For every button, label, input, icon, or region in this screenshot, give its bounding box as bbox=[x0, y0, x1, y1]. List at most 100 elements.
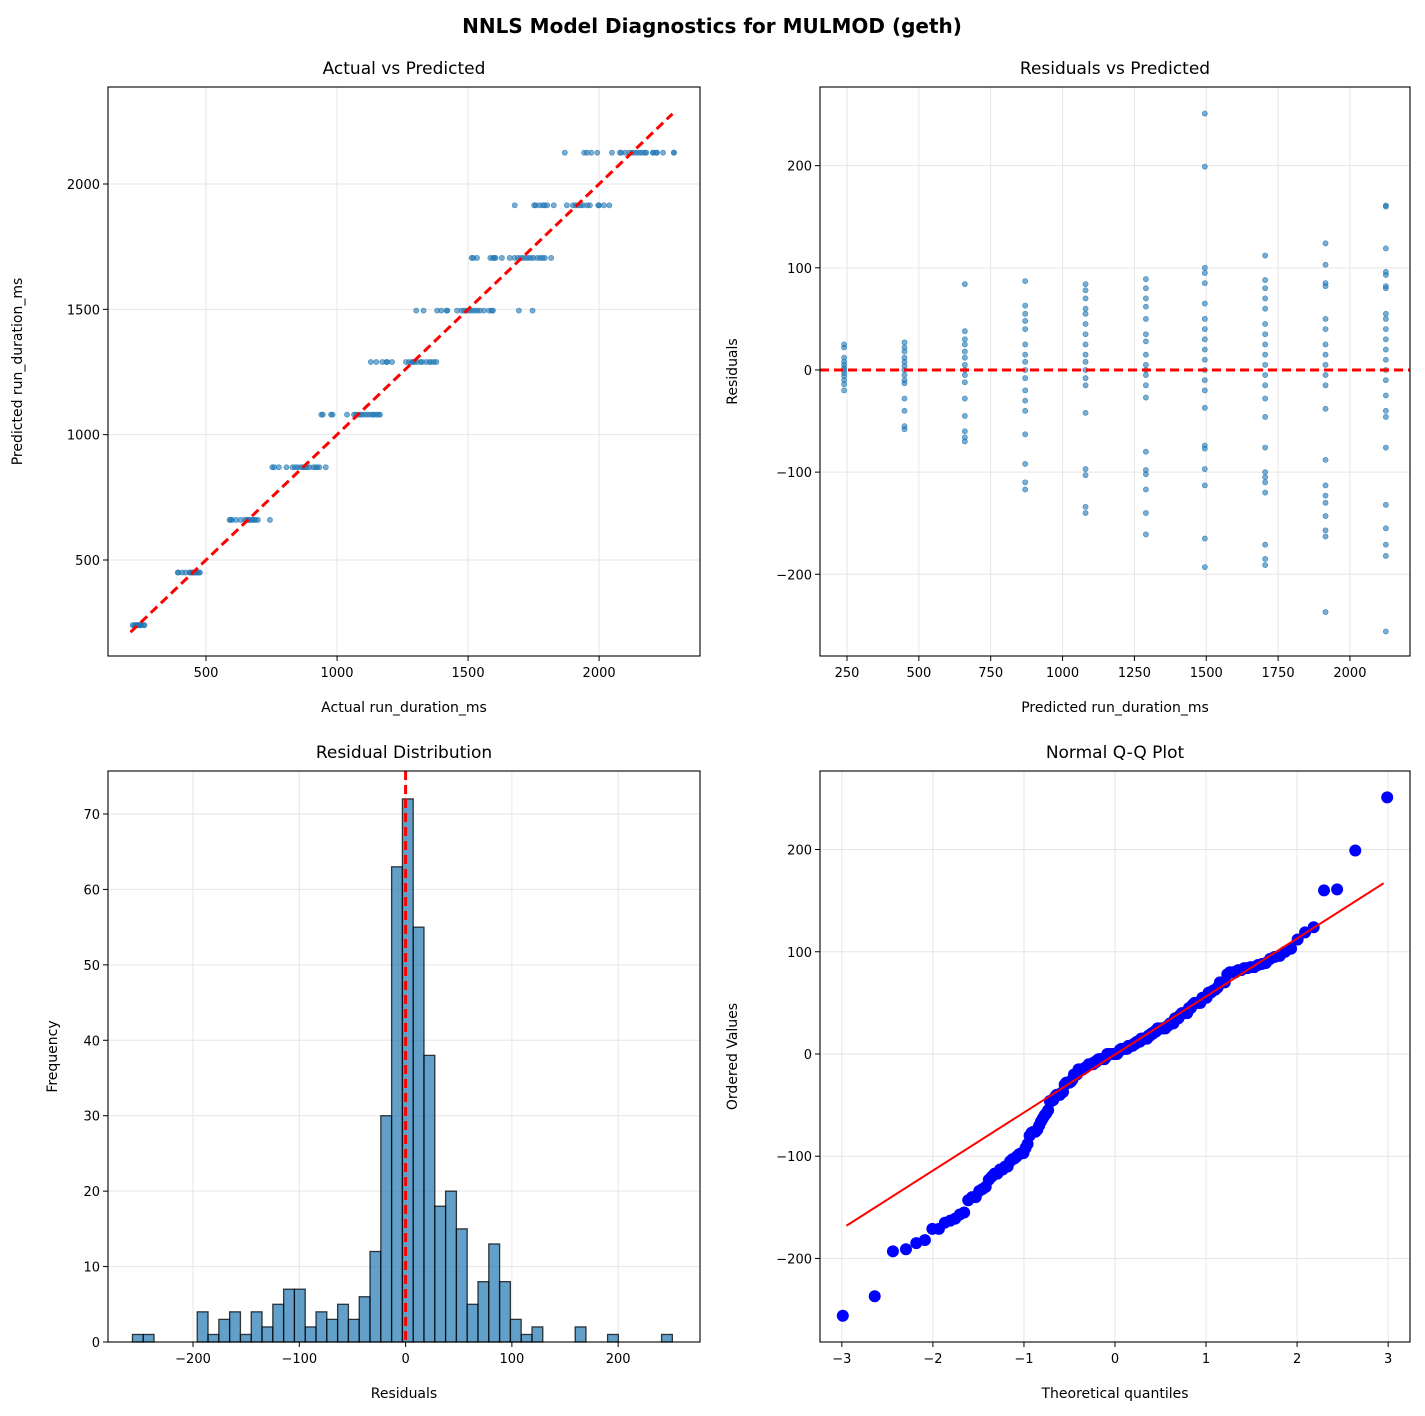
x-tick-label: 200 bbox=[606, 1352, 631, 1367]
x-tick-label: 1000 bbox=[1046, 666, 1079, 681]
data-point bbox=[901, 339, 908, 346]
data-point bbox=[901, 407, 908, 414]
data-point bbox=[1022, 358, 1029, 365]
histogram-bar bbox=[477, 1281, 490, 1343]
data-point bbox=[1322, 499, 1329, 506]
data-point bbox=[841, 381, 848, 388]
data-point bbox=[1262, 489, 1269, 496]
qq-point bbox=[868, 1290, 881, 1303]
histogram-bar bbox=[380, 1115, 393, 1343]
residuals-vs-predicted-panel: 250 500 750 1000 1250 1500 1750 2000 −200 −100 0 10… bbox=[725, 59, 1411, 716]
data-point bbox=[901, 348, 908, 355]
y-tick-label: −100 bbox=[776, 466, 812, 481]
y-tick-label: 2000 bbox=[67, 178, 100, 193]
x-tick-label: 2000 bbox=[583, 666, 616, 681]
y-tick-label: −200 bbox=[776, 1252, 812, 1267]
data-point bbox=[269, 464, 276, 471]
histogram-bar bbox=[390, 866, 404, 1343]
y-tick-label: 1000 bbox=[67, 429, 100, 444]
data-point bbox=[1322, 382, 1329, 389]
x-axis-label: Predicted run_duration_ms bbox=[1021, 700, 1209, 716]
data-point bbox=[1322, 533, 1329, 540]
data-point bbox=[1262, 444, 1269, 451]
data-point bbox=[649, 149, 656, 156]
data-point bbox=[1322, 283, 1329, 290]
data-point bbox=[1201, 315, 1208, 322]
data-point bbox=[373, 359, 380, 365]
data-point bbox=[1322, 527, 1329, 534]
data-point bbox=[267, 516, 273, 523]
panel-title: Residual Distribution bbox=[316, 743, 492, 763]
data-point bbox=[1201, 535, 1208, 542]
qq-point bbox=[899, 1243, 912, 1256]
data-point bbox=[1082, 503, 1089, 510]
histogram-bar bbox=[315, 1311, 328, 1343]
data-point bbox=[434, 307, 441, 314]
qq-point bbox=[1318, 884, 1331, 897]
data-point bbox=[379, 359, 386, 365]
data-point bbox=[1262, 305, 1269, 312]
histogram-bar bbox=[455, 1228, 468, 1343]
x-axis-label: Residuals bbox=[371, 1386, 437, 1402]
histogram-bar bbox=[142, 1333, 155, 1343]
histogram-bar bbox=[509, 1318, 522, 1343]
data-point bbox=[1322, 351, 1329, 358]
data-point bbox=[1262, 479, 1269, 486]
x-tick-label: 0 bbox=[401, 1352, 409, 1367]
data-point bbox=[1382, 525, 1389, 532]
axes-frame bbox=[107, 770, 701, 1343]
data-point bbox=[1262, 469, 1269, 476]
data-point bbox=[1322, 492, 1329, 499]
data-point bbox=[1382, 552, 1389, 559]
data-point bbox=[498, 255, 505, 261]
data-point bbox=[901, 380, 908, 387]
data-point bbox=[1382, 501, 1389, 508]
x-tick-label: 3 bbox=[1384, 1352, 1392, 1367]
qq-point bbox=[836, 1309, 849, 1322]
data-point bbox=[1201, 110, 1208, 117]
y-tick-label: 10 bbox=[83, 1261, 100, 1276]
data-point bbox=[1382, 356, 1389, 363]
data-point bbox=[1082, 358, 1089, 365]
data-point bbox=[328, 411, 334, 418]
y-tick-label: 0 bbox=[804, 1048, 812, 1063]
histogram-bar bbox=[498, 1281, 512, 1343]
x-tick-label: −2 bbox=[923, 1352, 942, 1367]
data-point bbox=[961, 372, 968, 378]
data-point bbox=[1142, 394, 1149, 401]
data-point bbox=[174, 569, 181, 576]
data-point bbox=[961, 438, 968, 445]
data-point bbox=[283, 464, 290, 471]
data-point bbox=[403, 359, 409, 365]
data-point bbox=[561, 149, 568, 156]
panel-title: Actual vs Predicted bbox=[323, 59, 486, 79]
data-point bbox=[344, 411, 350, 418]
data-point bbox=[1082, 295, 1089, 302]
histogram-bar bbox=[272, 1303, 285, 1343]
data-point bbox=[1262, 252, 1269, 259]
data-point bbox=[1382, 315, 1389, 322]
data-point bbox=[1201, 270, 1208, 276]
histogram-bar bbox=[304, 1326, 317, 1343]
y-tick-label: −200 bbox=[776, 568, 812, 583]
data-point bbox=[1082, 341, 1089, 348]
data-point bbox=[1142, 338, 1149, 345]
data-point bbox=[516, 307, 522, 314]
y-tick-label: 20 bbox=[83, 1185, 100, 1200]
data-point bbox=[1142, 510, 1149, 516]
data-point bbox=[1262, 474, 1269, 481]
y-tick-label: 200 bbox=[787, 844, 812, 859]
axes-frame bbox=[819, 86, 1411, 657]
data-point bbox=[961, 328, 968, 335]
data-point bbox=[1022, 407, 1029, 414]
histogram-bar bbox=[207, 1333, 220, 1343]
data-point bbox=[901, 395, 908, 402]
data-point bbox=[1382, 326, 1389, 333]
histogram-bar bbox=[336, 1303, 350, 1343]
y-tick-label: 50 bbox=[83, 959, 100, 974]
qq-plot-panel: −3 −2 −1 0 1 2 3 −200 −100 0 100 200 Normal Q-Q Plot… bbox=[725, 743, 1411, 1402]
y-tick-label: 0 bbox=[804, 364, 812, 379]
data-point bbox=[1082, 310, 1089, 317]
y-tick-label: 500 bbox=[75, 554, 100, 569]
data-point bbox=[1201, 564, 1208, 571]
